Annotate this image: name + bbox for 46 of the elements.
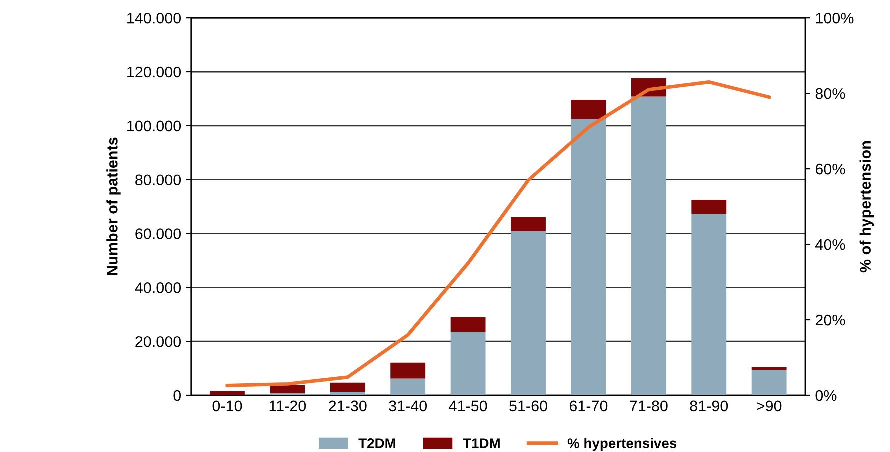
y-tick-label: 120.000 <box>128 66 182 78</box>
legend-label: T1DM <box>463 438 500 448</box>
y2-tick-label: 0% <box>816 390 837 402</box>
x-tick-label: 51-60 <box>510 400 548 412</box>
x-tick-label: 71-80 <box>630 400 668 412</box>
bar <box>450 332 486 396</box>
bar <box>752 370 787 396</box>
x-tick-label: 61-70 <box>570 400 608 412</box>
bar <box>270 385 306 394</box>
bar <box>571 100 606 120</box>
y-axis-title: Number of patients <box>106 138 121 276</box>
bar <box>692 200 727 214</box>
bar <box>631 96 666 396</box>
x-tick-label: 11-20 <box>270 400 306 412</box>
y-tick-label: 20.000 <box>136 336 182 348</box>
x-tick-label: 41-50 <box>449 400 488 412</box>
x-tick-label: 81-90 <box>690 400 728 412</box>
bar <box>330 382 366 392</box>
y-tick-label: 80.000 <box>136 174 182 186</box>
y2-tick-label: 80% <box>816 88 846 100</box>
x-tick-label: 31-40 <box>389 400 428 412</box>
y2-tick-label: 60% <box>816 164 846 175</box>
y-tick-label: 0 <box>174 390 182 402</box>
bar <box>571 119 606 396</box>
y-tick-label: 60.000 <box>136 228 182 240</box>
y2-tick-label: 20% <box>816 314 846 326</box>
bar <box>511 231 546 396</box>
y2-tick-label: 100% <box>816 12 854 24</box>
x-tick-label: >90 <box>757 400 782 412</box>
x-tick-label: 0-10 <box>212 400 242 412</box>
bar <box>450 317 486 332</box>
y2-tick-label: 40% <box>816 239 846 250</box>
y2-axis-title: % of hypertension <box>860 142 874 273</box>
y-tick-label: 140.000 <box>128 12 182 24</box>
bar <box>390 362 426 379</box>
line-series <box>226 80 772 388</box>
bar <box>210 391 245 396</box>
y-tick-label: 100.000 <box>128 120 182 132</box>
y-tick-label: 40.000 <box>135 282 182 294</box>
bar <box>692 214 727 396</box>
x-tick-label: 21-30 <box>329 400 367 412</box>
legend-label: T2DM <box>358 438 396 448</box>
bar <box>511 217 546 232</box>
bar <box>390 378 426 396</box>
bar <box>752 367 787 370</box>
legend-label: % hypertensives <box>568 438 677 452</box>
